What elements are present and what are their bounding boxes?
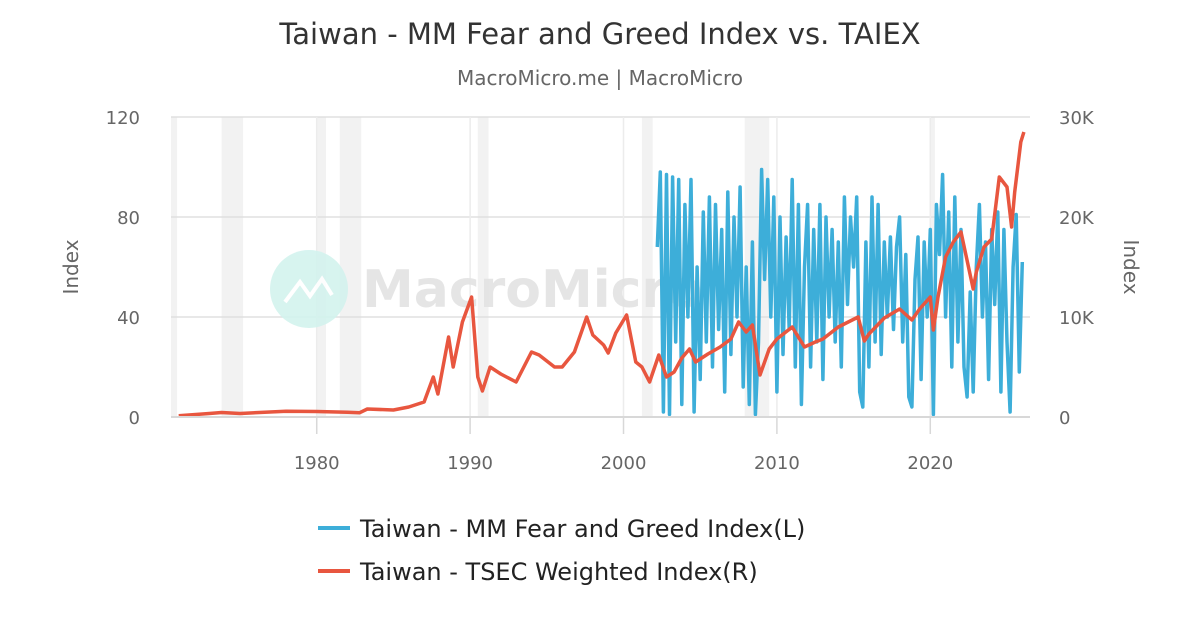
- x-tick-label: 2010: [754, 453, 800, 474]
- x-tick-label: 1980: [294, 453, 340, 474]
- left-tick-label: 120: [106, 108, 140, 129]
- shaded-period: [641, 117, 653, 417]
- legend-label-fear-greed: Taiwan - MM Fear and Greed Index(L): [359, 515, 805, 543]
- right-tick-label: 30K: [1059, 108, 1095, 129]
- right-tick-label: 20K: [1059, 208, 1095, 229]
- watermark-logo-icon: [270, 250, 348, 328]
- right-axis-title: Index: [1119, 239, 1143, 294]
- right-tick-label: 0: [1059, 408, 1070, 429]
- shaded-period: [339, 117, 362, 417]
- left-axis-title: Index: [59, 239, 83, 294]
- x-tick-label: 2020: [907, 453, 953, 474]
- left-tick-label: 80: [117, 208, 140, 229]
- right-tick-label: 10K: [1059, 308, 1095, 329]
- shaded-period: [477, 117, 489, 417]
- legend-label-tsec: Taiwan - TSEC Weighted Index(R): [359, 558, 758, 586]
- left-tick-label: 0: [129, 408, 140, 429]
- legend-item-tsec[interactable]: Taiwan - TSEC Weighted Index(R): [318, 558, 758, 586]
- x-tick-label: 2000: [601, 453, 647, 474]
- legend: Taiwan - MM Fear and Greed Index(L) Taiw…: [318, 515, 805, 586]
- shaded-period: [171, 117, 178, 417]
- axes: 1980 1990 2000 2010 2020 0 40 80 120 0 10K 20K 30K: [106, 108, 1095, 474]
- x-tick-label: 1990: [447, 453, 493, 474]
- chart-title: Taiwan - MM Fear and Greed Index vs. TAI…: [278, 17, 920, 51]
- watermark-logo-chart-icon: [283, 275, 334, 304]
- shaded-period: [221, 117, 244, 417]
- series-layer: [178, 131, 1026, 418]
- left-tick-label: 40: [117, 308, 140, 329]
- chart-subtitle: MacroMicro.me | MacroMicro: [457, 66, 743, 90]
- legend-item-fear-greed[interactable]: Taiwan - MM Fear and Greed Index(L): [318, 515, 805, 543]
- watermark-text: MacroMicro: [362, 260, 703, 320]
- series-line-tsec: [178, 131, 1026, 418]
- series-line-fear-greed: [655, 167, 1025, 417]
- watermark: MacroMicro: [270, 250, 703, 328]
